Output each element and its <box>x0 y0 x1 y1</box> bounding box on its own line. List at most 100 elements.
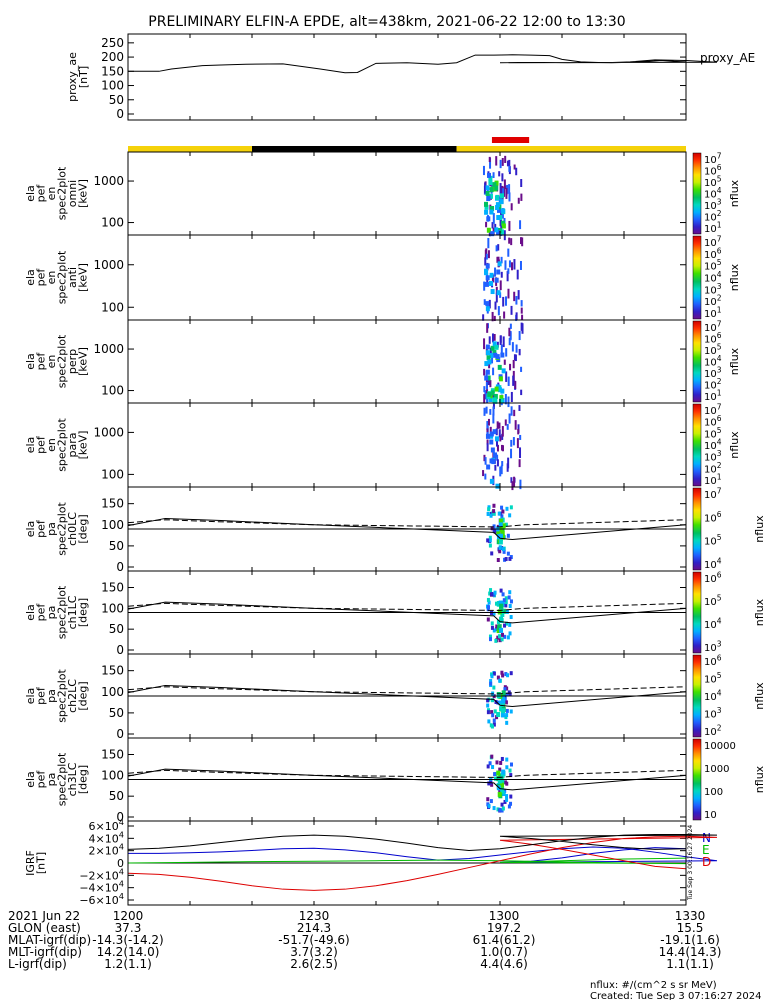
panel-ylabel-line: ch2LC <box>66 679 79 713</box>
spectrogram-cell <box>491 713 495 718</box>
panel-frame <box>127 820 687 906</box>
spectrogram-cell <box>492 213 495 224</box>
spectrogram-cell <box>504 596 508 601</box>
colorbar-tick-label: 10 <box>704 810 717 821</box>
spectrogram-cell <box>514 354 517 362</box>
spectrogram-perp <box>483 322 524 409</box>
spectrogram-cell <box>509 363 512 371</box>
spectrogram-cell <box>500 444 503 451</box>
spectrogram-cell <box>489 347 492 358</box>
spectrogram-cell <box>509 323 512 329</box>
spectrogram-cell <box>487 804 491 809</box>
spectrogram-cell <box>509 794 513 799</box>
spectrogram-cell <box>502 336 505 348</box>
colorbar-label: nflux <box>728 347 741 375</box>
igrf-series-D <box>127 835 718 891</box>
spectrogram-cell <box>494 627 498 632</box>
spectrogram-cell <box>519 447 522 459</box>
spectrogram-ch3LC <box>486 754 513 813</box>
panel-ylabel-line: [keV] <box>77 263 90 292</box>
panel-ylabel-line: [keV] <box>77 431 90 460</box>
spectrogram-cell <box>496 341 499 348</box>
panel-ylabel-line: perp <box>66 349 79 374</box>
colorbar-tick-label: 103 <box>704 449 722 464</box>
colorbar <box>692 571 702 654</box>
spectrogram-cell <box>514 381 517 390</box>
spectrogram-cell <box>508 327 511 337</box>
spectrogram-cell <box>490 345 495 351</box>
panel-ylabel-line: ela <box>24 604 37 621</box>
ytick-label: 0 <box>116 810 124 824</box>
spectrogram-cell <box>510 203 513 211</box>
colorbar-tick-label: 104 <box>704 617 722 632</box>
colorbar-tick-label: 105 <box>704 175 722 190</box>
spectrogram-cell <box>484 375 489 381</box>
orbit-row-value: 14.2(14.0) <box>97 945 160 959</box>
ytick-label: 100 <box>101 601 124 615</box>
spectrogram-cell <box>494 344 499 350</box>
spectrogram-cell <box>503 359 506 365</box>
orbit-row-value: 14.4(14.3) <box>659 945 722 959</box>
spectrogram-cell <box>486 464 491 470</box>
colorbar-tick-label: 101 <box>704 389 722 404</box>
spectrogram-cell <box>505 708 509 713</box>
spectrogram-cell <box>494 180 499 186</box>
spectrogram-cell <box>506 160 509 167</box>
spectrogram-cell <box>500 465 503 475</box>
colorbar-tick-label: 101 <box>704 306 722 321</box>
colorbar-tick-label: 105 <box>704 343 722 358</box>
spectrogram-cell <box>514 420 517 430</box>
spectrogram-cell <box>488 229 491 237</box>
spectrogram-cell <box>492 592 496 597</box>
spectrogram-cell <box>496 444 499 452</box>
spectrogram-cell <box>504 700 508 705</box>
orbit-row-value: 15.5 <box>677 921 704 935</box>
spectrogram-cell <box>508 622 512 627</box>
colorbar-tick-label: 102 <box>704 209 722 224</box>
ytick-label: 100 <box>101 685 124 699</box>
spectrogram-cell <box>485 221 488 228</box>
panel-yticks-ch3LC: 150 100 50 0 <box>101 748 686 824</box>
spectrogram-cell <box>499 588 503 593</box>
spectrogram-cell <box>499 466 502 477</box>
colorbar <box>692 235 702 320</box>
spectrogram-cell <box>488 361 491 369</box>
spectrogram-cell <box>505 794 509 799</box>
spectrogram-cell <box>486 797 490 802</box>
panel-ylabel-line: [deg] <box>77 598 90 627</box>
colorbar-label: nflux <box>728 179 741 207</box>
spectrogram-cell <box>485 275 490 281</box>
spectrogram-cell <box>483 281 486 291</box>
colorbar-tick-label: 106 <box>704 331 722 346</box>
spectrogram-cell <box>498 429 501 438</box>
panel-ylabel-line: en <box>45 187 58 201</box>
loss-cone-dashed <box>127 769 687 778</box>
ytick-label: 100 <box>101 518 124 532</box>
spectrogram-cell <box>483 338 486 350</box>
spectrogram-cell <box>484 257 487 266</box>
spectrogram-cell <box>509 330 512 339</box>
spectrogram-cell <box>497 364 502 370</box>
spectrogram-cell <box>505 609 509 614</box>
panel-ylabel-line: spec2plot <box>56 752 69 806</box>
spectrogram-cell <box>495 205 500 211</box>
spectrogram-cell <box>492 429 497 435</box>
spectrogram-cell <box>490 447 495 453</box>
spectrogram-cell <box>508 184 511 194</box>
panel-ylabel-line: ela <box>24 771 37 788</box>
spectrogram-cell <box>498 789 502 794</box>
panel-ylabel-line: spec2plot <box>56 166 69 220</box>
spectrogram-cell <box>500 505 504 510</box>
spectrogram-cell <box>505 797 509 802</box>
spectrogram-cell <box>485 306 490 312</box>
colorbar-tick-label: 104 <box>704 557 722 572</box>
spectrogram-cell <box>496 529 501 535</box>
panel-ylabel-line: pef <box>35 770 48 789</box>
ytick-label: 0 <box>117 857 124 870</box>
panel-frame <box>127 33 687 121</box>
panel-ylabel-line: omni <box>66 180 79 207</box>
spectrogram-cell <box>490 754 494 759</box>
colorbar <box>692 152 702 235</box>
